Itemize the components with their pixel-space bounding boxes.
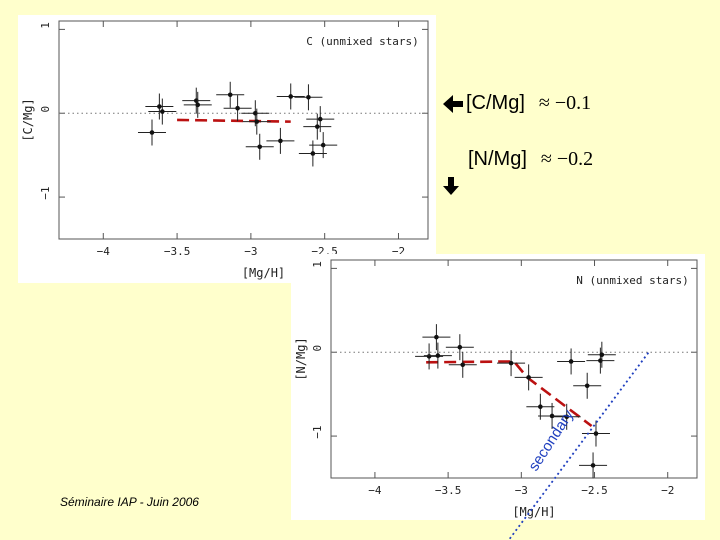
- chart-n-data-point: [423, 342, 452, 369]
- chart-c-marker: [235, 105, 240, 111]
- chart-c-panel: −4 −3.5 −3 −2.5 −2 −1 0 1 C (unmixed stars) [Mg/H…: [18, 15, 436, 283]
- c-ratio-label: [C/Mg]: [466, 92, 525, 114]
- chart-n-ytick-label: 1: [311, 261, 324, 268]
- chart-c-marker: [288, 94, 294, 99]
- chart-n-marker: [508, 360, 514, 366]
- chart-n-xlabel: [Mg/H]: [512, 505, 555, 519]
- chart-c-frame: [58, 20, 429, 240]
- chart-n-xtick-label: −3: [515, 484, 528, 497]
- chart-n-title: N (unmixed stars): [576, 274, 689, 287]
- chart-n-data-point: [526, 393, 555, 420]
- chart-c-marker: [254, 119, 260, 124]
- c-ratio-value: ≈ −0.1: [538, 92, 592, 114]
- chart-c-marker: [257, 144, 263, 150]
- chart-n-marker: [593, 431, 599, 436]
- secondary-label: secondary: [525, 406, 577, 474]
- chart-n-ytick-label: −1: [311, 425, 324, 438]
- chart-n-xtick-label: −2.5: [581, 484, 608, 497]
- chart-c-xtick-label: −4: [97, 245, 111, 258]
- chart-n-marker: [434, 334, 439, 340]
- footer-text: Séminaire IAP - Juin 2006: [60, 495, 199, 509]
- chart-n-xtick-label: −2: [661, 484, 674, 497]
- chart-n-data-point: [514, 364, 543, 391]
- chart-c-marker: [320, 142, 326, 148]
- chart-n-data-point: [422, 324, 451, 351]
- chart-n-panel: −4 −3.5 −3 −2.5 −2 −1 0 1 N (unmixed stars) [Mg/H…: [291, 254, 705, 520]
- chart-c-data-point: [245, 133, 274, 160]
- chart-n-marker: [564, 414, 570, 420]
- chart-c-data-point: [223, 95, 252, 122]
- chart-c-ylabel: [C/Mg]: [21, 98, 35, 141]
- secondary-line: [507, 351, 650, 540]
- chart-n-frame: [330, 259, 698, 479]
- chart-n-marker: [526, 375, 531, 380]
- n-ratio-value: ≈ −0.2: [540, 148, 594, 170]
- chart-c-xtick-label: −3: [244, 245, 257, 258]
- chart-n-marker: [599, 352, 605, 358]
- chart-n-trend-line: [426, 360, 593, 428]
- chart-n-data-point: [538, 402, 567, 429]
- chart-c-marker: [310, 151, 316, 156]
- chart-n-data-point: [587, 341, 616, 368]
- n-ratio-annotation: [N/Mg] ≈ −0.2: [468, 148, 593, 171]
- chart-n-marker: [538, 404, 543, 410]
- chart-c-marker: [227, 92, 233, 98]
- chart-c-data-point: [137, 119, 166, 146]
- chart-n-marker: [568, 359, 574, 364]
- chart-n-marker: [590, 463, 596, 468]
- chart-c-title: C (unmixed stars): [306, 35, 419, 48]
- chart-c-data-point: [148, 98, 177, 125]
- chart-c-marker: [160, 109, 165, 114]
- chart-c-data-point: [309, 132, 338, 159]
- chart-n-marker: [435, 353, 441, 358]
- chart-c-data-point: [276, 83, 305, 110]
- chart-n-data-point: [557, 348, 586, 375]
- chart-n-data-point: [573, 372, 602, 399]
- chart-c-marker: [306, 95, 311, 100]
- chart-c-data-point: [145, 93, 174, 120]
- chart-c-marker: [317, 116, 323, 122]
- chart-c-data-point: [216, 81, 245, 108]
- chart-c-ytick-label: −1: [39, 186, 52, 199]
- chart-n-data-point: [552, 403, 581, 430]
- chart-c-trend-line: [177, 118, 291, 123]
- chart-c-data-point: [306, 106, 335, 133]
- arrow-down-icon: [443, 177, 459, 195]
- chart-c-marker: [315, 124, 320, 129]
- chart-c-data-point: [266, 127, 295, 154]
- chart-n-xtick-label: −3.5: [435, 484, 462, 497]
- chart-c-xlabel: [Mg/H]: [242, 266, 285, 280]
- chart-c-marker: [157, 104, 162, 109]
- chart-c-ytick-label: 0: [39, 106, 52, 113]
- arrow-left-icon: [443, 95, 463, 113]
- chart-c-xtick-label: −3.5: [164, 245, 191, 258]
- chart-c-data-point: [242, 108, 271, 135]
- chart-c-marker: [195, 102, 201, 108]
- chart-c-ytick-label: 1: [39, 22, 52, 29]
- n-ratio-label: [N/Mg]: [468, 148, 527, 170]
- chart-n-data-point: [579, 452, 608, 479]
- chart-n-marker: [584, 383, 590, 389]
- chart-c-marker: [278, 138, 283, 144]
- chart-c-data-point: [303, 113, 332, 140]
- chart-n-data-point: [497, 350, 526, 377]
- chart-n-data-point: [445, 334, 474, 361]
- chart-n-ytick-label: 0: [311, 345, 324, 352]
- chart-n-xtick-label: −4: [368, 484, 382, 497]
- chart-c-marker: [149, 130, 155, 135]
- chart-n-ylabel: [N/Mg]: [294, 337, 308, 380]
- c-ratio-annotation: [C/Mg] ≈ −0.1: [442, 92, 591, 115]
- chart-c-data-point: [183, 91, 212, 118]
- chart-n-data-point: [448, 351, 477, 378]
- chart-n-marker: [457, 344, 463, 350]
- chart-n-plot: −4 −3.5 −3 −2.5 −2 −1 0 1 N (unmixed stars) [Mg/H…: [294, 259, 698, 519]
- chart-c-data-point: [294, 84, 323, 111]
- chart-n-marker: [460, 362, 466, 368]
- chart-n-data-point: [581, 420, 610, 447]
